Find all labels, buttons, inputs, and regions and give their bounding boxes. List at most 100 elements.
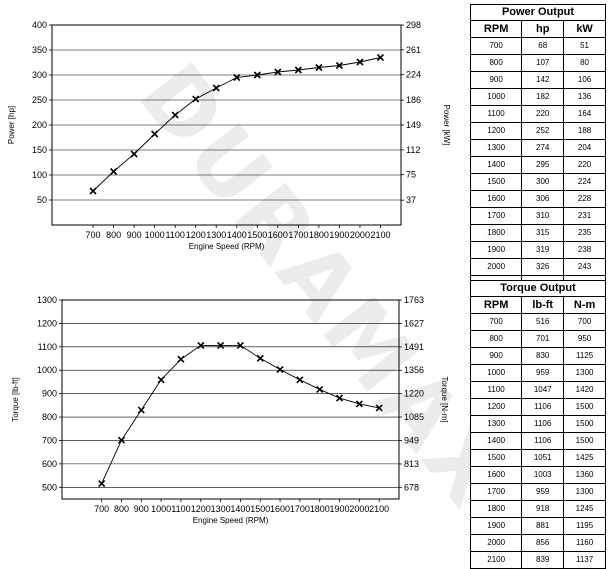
x-tick-label: 2100: [370, 230, 390, 240]
table-cell: 1425: [563, 449, 606, 467]
table-cell: 68: [521, 37, 565, 55]
y2-tick-label: 813: [404, 459, 419, 469]
table-cell: 224: [563, 173, 606, 191]
data-point-marker: [110, 167, 118, 176]
data-point-marker: [151, 130, 159, 138]
table-cell: 319: [521, 241, 565, 259]
y-tick-label: 400: [32, 20, 47, 30]
table-cell: 295: [521, 156, 565, 174]
table-cell: 1360: [563, 466, 606, 484]
column-header: N-m: [563, 296, 606, 314]
table-cell: 80: [563, 54, 606, 72]
table-cell: 306: [521, 190, 565, 208]
table-row: 1000 959 1300: [469, 364, 606, 382]
table-row: 2100 839 1137: [469, 551, 606, 569]
table-cell: 1900: [469, 517, 523, 535]
table-cell: 51: [563, 37, 606, 55]
y2-tick-label: 1627: [404, 318, 424, 328]
table-row: 1800 918 1245: [469, 500, 606, 518]
table-cell: 1051: [521, 449, 565, 467]
x-tick-label: 1900: [330, 504, 350, 514]
x-tick-label: 1000: [151, 504, 171, 514]
y-tick-label: 600: [42, 459, 57, 469]
data-point-marker: [256, 354, 264, 362]
x-tick-label: 1800: [309, 230, 329, 240]
table-cell: 2100: [469, 551, 523, 569]
x-tick-label: 1200: [186, 230, 206, 240]
table-cell: 204: [563, 139, 606, 157]
table-cell: 1700: [469, 483, 523, 501]
y2-tick-label: 1085: [404, 412, 424, 422]
y2-axis-title: Power [kW]: [442, 105, 451, 146]
table-cell: 231: [563, 207, 606, 225]
table-cell: 252: [521, 122, 565, 140]
table-cell: 1200: [469, 122, 523, 140]
data-point-marker: [137, 406, 145, 414]
power-table-body: 700 68 51 800 107 80 900 142 106 1000 182 136 1100 22…: [469, 37, 606, 293]
table-cell: 188: [563, 122, 606, 140]
table-cell: 1047: [521, 381, 565, 399]
y-axis-title: Power [hp]: [7, 106, 16, 144]
data-point-marker: [296, 376, 304, 384]
torque-output-table: Torque Output RPM lb-ft N-m 700 516 700 800 70…: [469, 280, 606, 569]
table-cell: 1100: [469, 381, 523, 399]
table-cell: 830: [521, 347, 565, 365]
table-cell: 235: [563, 224, 606, 242]
y2-tick-label: 1356: [404, 365, 424, 375]
data-point-marker: [274, 68, 282, 76]
table-row: 800 701 950: [469, 330, 606, 348]
table-cell: 1700: [469, 207, 523, 225]
table-cell: 2000: [469, 258, 523, 276]
table-cell: 900: [469, 347, 523, 365]
x-tick-label: 2100: [369, 504, 389, 514]
table-cell: 1500: [563, 415, 606, 433]
column-header: lb-ft: [521, 296, 565, 314]
table-cell: 1900: [469, 241, 523, 259]
table-cell: 1125: [563, 347, 606, 365]
y2-tick-label: 1763: [404, 295, 424, 305]
table-cell: 918: [521, 500, 565, 518]
table-cell: 1137: [563, 551, 606, 569]
table-cell: 107: [521, 54, 565, 72]
y2-tick-label: 298: [406, 20, 421, 30]
y2-tick-label: 149: [406, 120, 421, 130]
data-point-marker: [356, 58, 364, 66]
table-cell: 1800: [469, 500, 523, 518]
data-point-marker: [89, 187, 97, 195]
data-point-marker: [315, 63, 323, 72]
table-cell: 800: [469, 54, 523, 72]
table-cell: 1003: [521, 466, 565, 484]
table-cell: 1300: [563, 483, 606, 501]
y2-tick-label: 112: [406, 145, 420, 155]
table-cell: 1000: [469, 88, 523, 106]
x-tick-label: 1600: [268, 230, 288, 240]
y2-tick-label: 1491: [404, 342, 424, 352]
y2-tick-label: 1220: [404, 389, 424, 399]
table-cell: 856: [521, 534, 565, 552]
table-cell: 1300: [563, 364, 606, 382]
x-tick-label: 900: [127, 230, 142, 240]
x-tick-label: 1100: [171, 504, 190, 514]
table-cell: 1400: [469, 432, 523, 450]
table-cell: 900: [469, 71, 523, 89]
table-cell: 1100: [469, 105, 523, 123]
data-point-marker: [117, 436, 126, 444]
table-row: 800 107 80: [469, 54, 606, 72]
torque-table-title: Torque Output: [470, 280, 606, 296]
x-tick-label: 1600: [270, 504, 290, 514]
data-point-marker: [253, 71, 261, 79]
table-cell: 1500: [469, 173, 523, 191]
y-tick-label: 800: [42, 412, 57, 422]
plot-frame: [61, 299, 400, 500]
y-tick-label: 250: [32, 95, 47, 105]
y2-tick-label: 75: [406, 170, 416, 180]
table-cell: 142: [521, 71, 565, 89]
table-row: 1700 310 231: [469, 207, 606, 225]
x-tick-label: 2000: [349, 504, 369, 514]
table-cell: 1106: [521, 432, 565, 450]
table-row: 1900 881 1195: [469, 517, 606, 535]
table-cell: 1106: [521, 398, 565, 416]
table-row: 1300 1106 1500: [469, 415, 606, 433]
torque-table-body: 700 516 700 800 701 950 900 830 1125 1000 959 1300 1…: [469, 313, 606, 569]
data-point-marker: [294, 66, 302, 74]
